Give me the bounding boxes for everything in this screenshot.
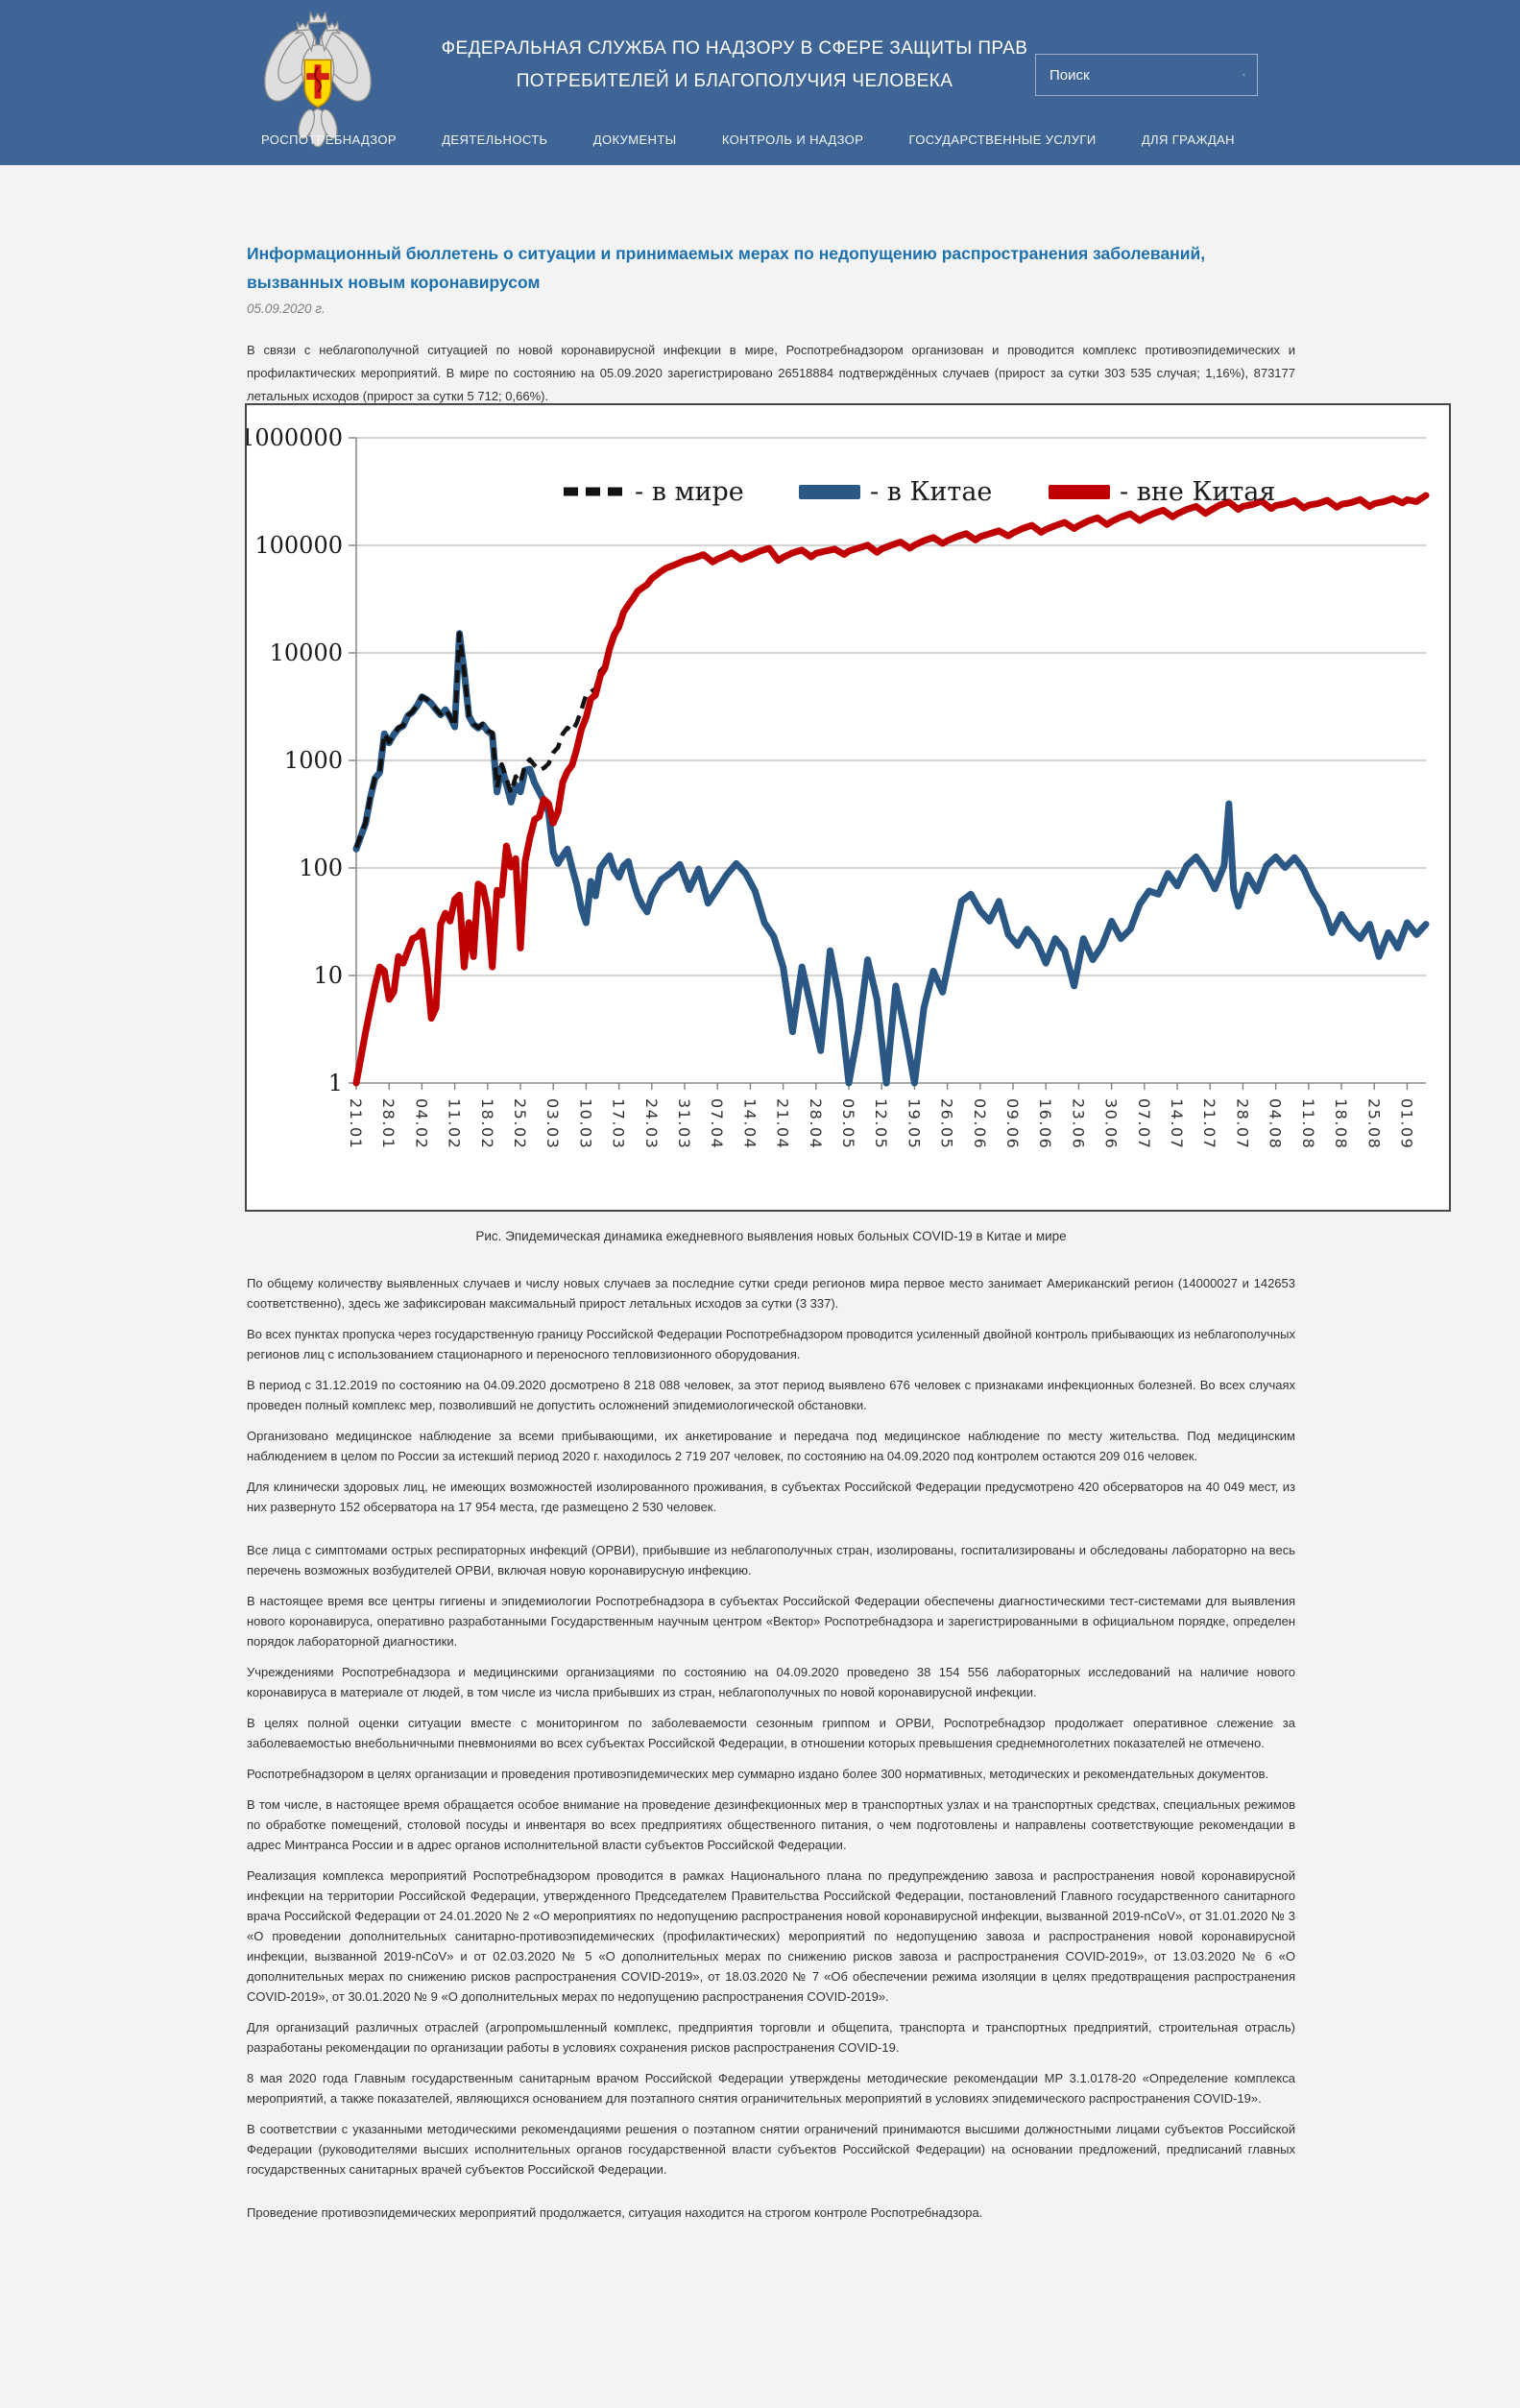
article-title: Информационный бюллетень о ситуации и пр… bbox=[247, 243, 1206, 292]
svg-text:26.05: 26.05 bbox=[938, 1098, 956, 1149]
svg-text:14.07: 14.07 bbox=[1168, 1098, 1186, 1149]
svg-text:1000: 1000 bbox=[284, 747, 343, 774]
article-body: По общему количеству выявленных случаев … bbox=[247, 1273, 1295, 2233]
svg-text:21.07: 21.07 bbox=[1200, 1098, 1218, 1149]
svg-text:30.06: 30.06 bbox=[1102, 1098, 1121, 1149]
paragraph: В настоящее время все центры гигиены и э… bbox=[247, 1594, 1295, 1649]
paragraph: В соответствии с указанными методическим… bbox=[247, 2122, 1295, 2177]
svg-text:100000: 100000 bbox=[254, 532, 343, 559]
svg-text:16.06: 16.06 bbox=[1036, 1098, 1054, 1149]
svg-text:07.07: 07.07 bbox=[1135, 1098, 1153, 1149]
main-nav: РОСПОТРЕБНАДЗОР ДЕЯТЕЛЬНОСТЬ ДОКУМЕНТЫ КОНТ… bbox=[261, 113, 1235, 165]
nav-item-4[interactable]: ГОСУДАРСТВЕННЫЕ УСЛУГИ bbox=[908, 132, 1097, 147]
paragraph: Реализация комплекса мероприятий Роспотр… bbox=[247, 1868, 1295, 2004]
svg-text:09.06: 09.06 bbox=[1003, 1098, 1022, 1149]
figure-caption: Рис. Эпидемическая динамика ежедневного … bbox=[475, 1229, 1067, 1243]
lead-paragraph: В связи с неблагополучной ситуацией по н… bbox=[247, 343, 1295, 403]
org-title-line1: ФЕДЕРАЛЬНАЯ СЛУЖБА ПО НАДЗОРУ В СФЕРЕ ЗА… bbox=[441, 38, 1028, 59]
nav-item-1[interactable]: ДЕЯТЕЛЬНОСТЬ bbox=[442, 132, 548, 147]
org-title: ФЕДЕРАЛЬНАЯ СЛУЖБА ПО НАДЗОРУ В СФЕРЕ ЗА… bbox=[432, 33, 1037, 98]
paragraph: Все лица с симптомами острых респираторн… bbox=[247, 1543, 1295, 1577]
paragraph: Учреждениями Роспотребнадзора и медицинс… bbox=[247, 1665, 1295, 1699]
svg-text:18.08: 18.08 bbox=[1332, 1098, 1350, 1149]
svg-text:17.03: 17.03 bbox=[610, 1098, 628, 1149]
paragraph: В целях полной оценки ситуации вместе с … bbox=[247, 1716, 1295, 1750]
site-header: ФЕДЕРАЛЬНАЯ СЛУЖБА ПО НАДЗОРУ В СФЕРЕ ЗА… bbox=[0, 0, 1520, 165]
svg-text:28.07: 28.07 bbox=[1233, 1098, 1251, 1149]
article-date: 05.09.2020 г. bbox=[247, 301, 326, 316]
svg-text:03.03: 03.03 bbox=[543, 1098, 562, 1149]
svg-text:04.08: 04.08 bbox=[1267, 1098, 1285, 1149]
svg-text:24.03: 24.03 bbox=[642, 1098, 661, 1149]
svg-text:02.06: 02.06 bbox=[971, 1098, 989, 1149]
paragraph: Проведение противоэпидемических мероприя… bbox=[247, 2205, 983, 2220]
svg-text:25.02: 25.02 bbox=[511, 1098, 529, 1149]
svg-text:12.05: 12.05 bbox=[872, 1098, 890, 1149]
svg-text:1: 1 bbox=[328, 1070, 343, 1096]
paragraph: Организовано медицинское наблюдение за в… bbox=[247, 1429, 1295, 1463]
svg-text:- в мире: - в мире bbox=[635, 477, 744, 507]
svg-text:1000000: 1000000 bbox=[247, 424, 343, 451]
paragraph: 8 мая 2020 года Главным государственным … bbox=[247, 2071, 1295, 2106]
svg-text:31.03: 31.03 bbox=[675, 1098, 693, 1149]
search-icon[interactable] bbox=[1243, 65, 1245, 84]
search-input[interactable] bbox=[1048, 65, 1243, 84]
nav-item-5[interactable]: ДЛЯ ГРАЖДАН bbox=[1141, 132, 1235, 147]
covid-dynamics-chart: 1 10 100 1000 10000 100000 1000000 21.01 28.01 04… bbox=[247, 405, 1449, 1210]
svg-text:19.05: 19.05 bbox=[905, 1098, 923, 1149]
paragraph: Во всех пунктах пропуска через государст… bbox=[247, 1327, 1295, 1361]
svg-text:11.08: 11.08 bbox=[1299, 1098, 1317, 1149]
svg-text:23.06: 23.06 bbox=[1069, 1098, 1087, 1149]
svg-text:- вне Китая: - вне Китая bbox=[1120, 477, 1275, 507]
svg-text:25.08: 25.08 bbox=[1364, 1098, 1383, 1149]
svg-text:11.02: 11.02 bbox=[446, 1098, 464, 1149]
paragraph: Для клинически здоровых лиц, не имеющих … bbox=[247, 1480, 1295, 1514]
svg-text:01.09: 01.09 bbox=[1397, 1098, 1415, 1149]
svg-text:- в Китае: - в Китае bbox=[870, 477, 992, 507]
nav-item-2[interactable]: ДОКУМЕНТЫ bbox=[592, 132, 677, 147]
svg-text:10.03: 10.03 bbox=[576, 1098, 594, 1149]
svg-text:21.01: 21.01 bbox=[347, 1098, 365, 1149]
svg-text:28.01: 28.01 bbox=[379, 1098, 398, 1149]
paragraph: По общему количеству выявленных случаев … bbox=[247, 1276, 1295, 1311]
svg-text:05.05: 05.05 bbox=[839, 1098, 857, 1149]
svg-text:07.04: 07.04 bbox=[708, 1098, 726, 1149]
svg-text:18.02: 18.02 bbox=[478, 1098, 496, 1149]
svg-text:10: 10 bbox=[313, 962, 343, 989]
svg-text:100: 100 bbox=[299, 855, 343, 881]
nav-item-3[interactable]: КОНТРОЛЬ И НАДЗОР bbox=[721, 132, 864, 147]
paragraph: В период с 31.12.2019 по состоянию на 04… bbox=[247, 1378, 1295, 1412]
paragraph: В том числе, в настоящее время обращаетс… bbox=[247, 1797, 1295, 1852]
org-title-line2: ПОТРЕБИТЕЛЕЙ И БЛАГОПОЛУЧИЯ ЧЕЛОВЕКА bbox=[516, 71, 953, 91]
svg-text:28.04: 28.04 bbox=[807, 1098, 825, 1149]
chart-frame: 1 10 100 1000 10000 100000 1000000 21.01 28.01 04… bbox=[245, 403, 1451, 1212]
svg-text:21.04: 21.04 bbox=[774, 1098, 792, 1149]
search-box[interactable] bbox=[1035, 54, 1258, 96]
svg-text:04.02: 04.02 bbox=[412, 1098, 430, 1149]
svg-text:14.04: 14.04 bbox=[740, 1098, 759, 1149]
svg-text:10000: 10000 bbox=[270, 639, 343, 666]
paragraph: Роспотребнадзором в целях организации и … bbox=[247, 1767, 1269, 1781]
rospotrebnadzor-emblem-icon bbox=[264, 11, 372, 148]
nav-item-0[interactable]: РОСПОТРЕБНАДЗОР bbox=[261, 132, 397, 147]
paragraph: Для организаций различных отраслей (агро… bbox=[247, 2020, 1295, 2055]
